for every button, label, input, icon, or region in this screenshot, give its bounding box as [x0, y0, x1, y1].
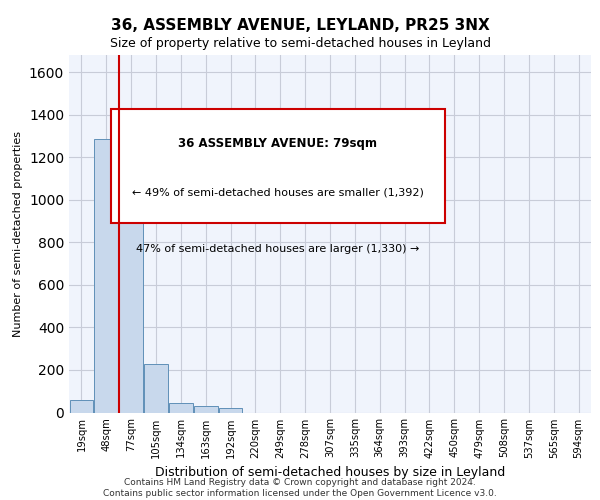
Bar — [70, 400, 93, 412]
Bar — [194, 406, 218, 412]
Text: 47% of semi-detached houses are larger (1,330) →: 47% of semi-detached houses are larger (… — [136, 244, 419, 254]
Bar — [119, 157, 143, 412]
Bar — [169, 403, 193, 412]
Text: 36 ASSEMBLY AVENUE: 79sqm: 36 ASSEMBLY AVENUE: 79sqm — [178, 137, 377, 150]
Text: Contains HM Land Registry data © Crown copyright and database right 2024.
Contai: Contains HM Land Registry data © Crown c… — [103, 478, 497, 498]
Text: 36, ASSEMBLY AVENUE, LEYLAND, PR25 3NX: 36, ASSEMBLY AVENUE, LEYLAND, PR25 3NX — [110, 18, 490, 32]
Text: Size of property relative to semi-detached houses in Leyland: Size of property relative to semi-detach… — [110, 38, 491, 51]
Text: ← 49% of semi-detached houses are smaller (1,392): ← 49% of semi-detached houses are smalle… — [132, 188, 424, 198]
Bar — [144, 364, 168, 412]
Bar — [94, 139, 118, 412]
X-axis label: Distribution of semi-detached houses by size in Leyland: Distribution of semi-detached houses by … — [155, 466, 505, 479]
FancyBboxPatch shape — [111, 108, 445, 223]
Y-axis label: Number of semi-detached properties: Number of semi-detached properties — [13, 130, 23, 337]
Bar — [219, 408, 242, 412]
